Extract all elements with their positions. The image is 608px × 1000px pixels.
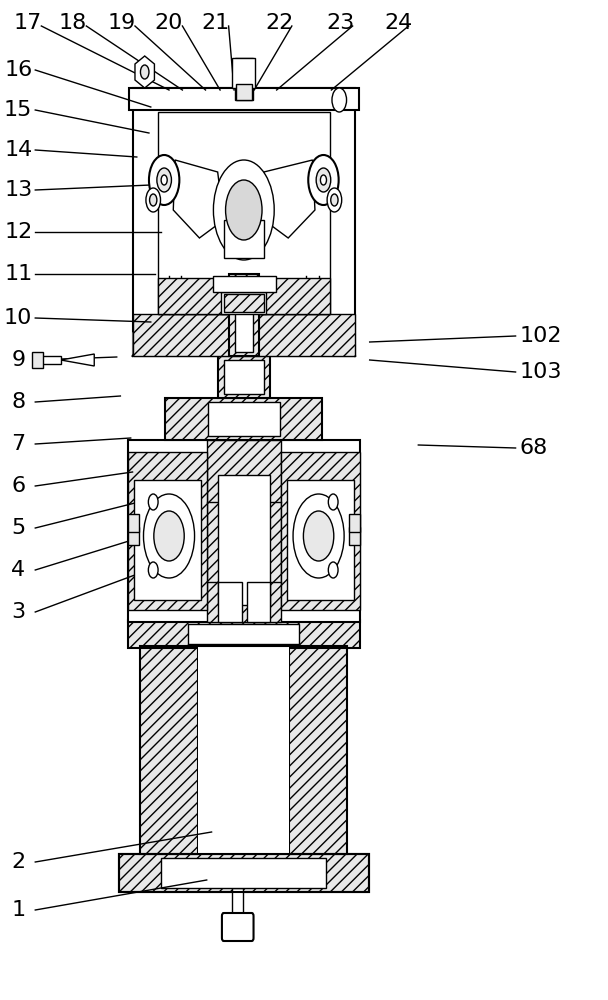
Bar bbox=[128, 527, 139, 545]
Bar bbox=[119, 854, 369, 892]
Text: 8: 8 bbox=[11, 392, 26, 412]
Circle shape bbox=[331, 194, 338, 206]
Text: 103: 103 bbox=[520, 362, 562, 382]
Text: 22: 22 bbox=[266, 13, 294, 33]
Polygon shape bbox=[135, 56, 154, 88]
Bar bbox=[133, 88, 355, 356]
Bar bbox=[349, 527, 360, 545]
Bar bbox=[129, 88, 359, 110]
Bar bbox=[140, 646, 198, 854]
Bar bbox=[128, 514, 139, 532]
Text: 16: 16 bbox=[4, 60, 32, 80]
Text: 6: 6 bbox=[11, 476, 26, 496]
Bar bbox=[161, 858, 326, 888]
Polygon shape bbox=[337, 332, 355, 356]
Text: 21: 21 bbox=[202, 13, 230, 33]
Bar bbox=[158, 278, 330, 314]
Bar bbox=[133, 314, 355, 356]
Bar bbox=[247, 582, 270, 622]
Bar bbox=[287, 480, 354, 600]
Bar bbox=[128, 620, 360, 648]
Bar bbox=[158, 112, 330, 314]
Bar bbox=[224, 360, 264, 394]
Bar bbox=[232, 58, 255, 88]
Circle shape bbox=[157, 168, 171, 192]
Bar bbox=[218, 582, 242, 622]
Bar bbox=[36, 356, 61, 364]
Bar bbox=[119, 854, 369, 892]
Bar bbox=[235, 282, 253, 352]
Bar bbox=[281, 452, 360, 610]
Bar bbox=[188, 624, 299, 644]
Bar bbox=[198, 646, 289, 854]
Text: 10: 10 bbox=[4, 308, 32, 328]
Bar bbox=[232, 888, 243, 918]
Text: 9: 9 bbox=[11, 350, 26, 370]
Bar bbox=[128, 452, 207, 610]
Text: 12: 12 bbox=[4, 222, 32, 242]
Text: 4: 4 bbox=[11, 560, 26, 580]
Bar bbox=[213, 276, 276, 292]
Circle shape bbox=[149, 155, 179, 205]
Bar bbox=[229, 274, 259, 356]
Circle shape bbox=[303, 511, 334, 561]
Bar bbox=[221, 292, 266, 314]
Circle shape bbox=[327, 188, 342, 212]
Polygon shape bbox=[264, 160, 315, 238]
Circle shape bbox=[226, 180, 262, 240]
Text: 17: 17 bbox=[13, 13, 41, 33]
Bar bbox=[224, 220, 264, 258]
Circle shape bbox=[213, 160, 274, 260]
Bar bbox=[224, 294, 264, 312]
Bar bbox=[235, 58, 253, 100]
Bar bbox=[32, 352, 43, 368]
Text: 102: 102 bbox=[520, 326, 562, 346]
Circle shape bbox=[328, 494, 338, 510]
Circle shape bbox=[320, 175, 326, 185]
Bar bbox=[218, 356, 270, 398]
Bar bbox=[128, 440, 360, 622]
Circle shape bbox=[293, 494, 344, 578]
Circle shape bbox=[148, 562, 158, 578]
Circle shape bbox=[146, 188, 161, 212]
Polygon shape bbox=[173, 160, 224, 238]
Circle shape bbox=[140, 65, 149, 79]
Bar bbox=[349, 514, 360, 532]
Bar bbox=[236, 84, 252, 100]
Text: 68: 68 bbox=[520, 438, 548, 458]
Text: 18: 18 bbox=[59, 13, 87, 33]
Bar bbox=[165, 398, 322, 440]
Circle shape bbox=[332, 88, 347, 112]
Text: 14: 14 bbox=[4, 140, 32, 160]
FancyBboxPatch shape bbox=[222, 913, 254, 941]
Bar bbox=[207, 440, 281, 622]
Circle shape bbox=[150, 194, 157, 206]
Polygon shape bbox=[133, 332, 151, 356]
Circle shape bbox=[316, 168, 331, 192]
Circle shape bbox=[154, 511, 184, 561]
Bar bbox=[289, 646, 347, 854]
Text: 11: 11 bbox=[4, 264, 32, 284]
Text: 15: 15 bbox=[4, 100, 32, 120]
Text: 7: 7 bbox=[11, 434, 26, 454]
Text: 13: 13 bbox=[4, 180, 32, 200]
Circle shape bbox=[308, 155, 339, 205]
Text: 23: 23 bbox=[326, 13, 354, 33]
Bar bbox=[208, 402, 280, 436]
Text: 5: 5 bbox=[11, 518, 26, 538]
Text: 24: 24 bbox=[384, 13, 412, 33]
Circle shape bbox=[143, 494, 195, 578]
Text: 1: 1 bbox=[11, 900, 26, 920]
Text: 2: 2 bbox=[11, 852, 26, 872]
Bar bbox=[218, 475, 270, 605]
Circle shape bbox=[328, 562, 338, 578]
Circle shape bbox=[148, 494, 158, 510]
Bar bbox=[134, 480, 201, 600]
Circle shape bbox=[161, 175, 167, 185]
Text: 19: 19 bbox=[108, 13, 136, 33]
Polygon shape bbox=[61, 354, 94, 366]
Text: 3: 3 bbox=[11, 602, 26, 622]
Text: 20: 20 bbox=[155, 13, 183, 33]
